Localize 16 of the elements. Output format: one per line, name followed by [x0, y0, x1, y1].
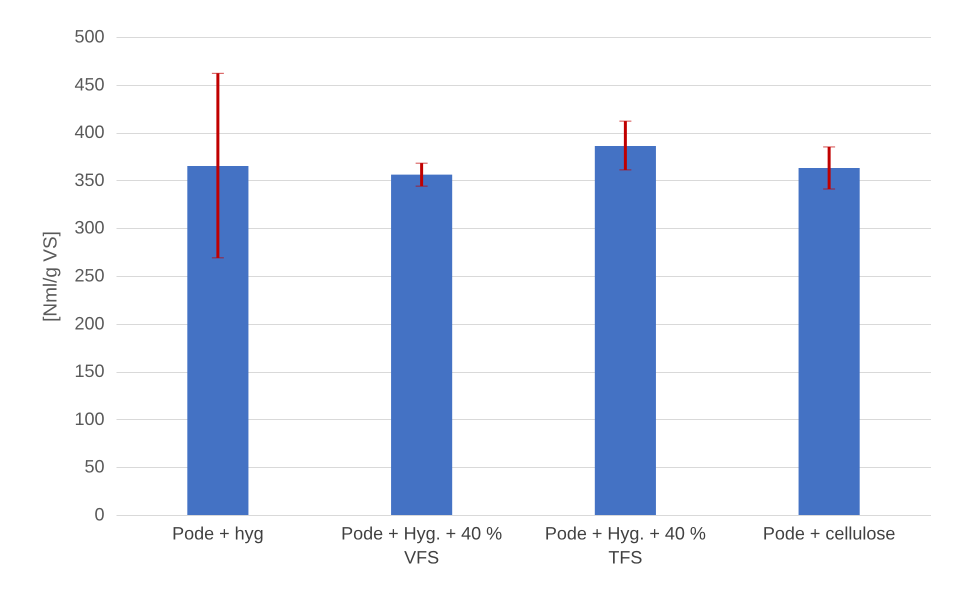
- y-tick-label: 300: [74, 218, 104, 238]
- x-tick-label: Pode + Hyg. + 40 % TFS: [544, 524, 706, 568]
- y-tick-label: 400: [74, 122, 104, 142]
- x-tick-label: Pode + cellulose: [762, 524, 896, 544]
- y-tick-label: 50: [84, 456, 104, 477]
- x-tick-label: Pode + hyg: [172, 524, 264, 544]
- y-tick-label: 0: [94, 504, 104, 524]
- y-tick-label: 500: [74, 26, 104, 46]
- y-tick-label: 150: [74, 361, 104, 382]
- y-tick-label: 200: [74, 313, 104, 334]
- y-tick-label: 450: [74, 74, 104, 94]
- y-axis-title: [Nml/g VS]: [40, 231, 62, 322]
- y-tick-label: 100: [74, 408, 104, 429]
- y-tick-label: 250: [74, 266, 104, 286]
- y-tick-label: 350: [74, 170, 104, 190]
- x-tick-label: Pode + Hyg. + 40 % VFS: [341, 524, 502, 568]
